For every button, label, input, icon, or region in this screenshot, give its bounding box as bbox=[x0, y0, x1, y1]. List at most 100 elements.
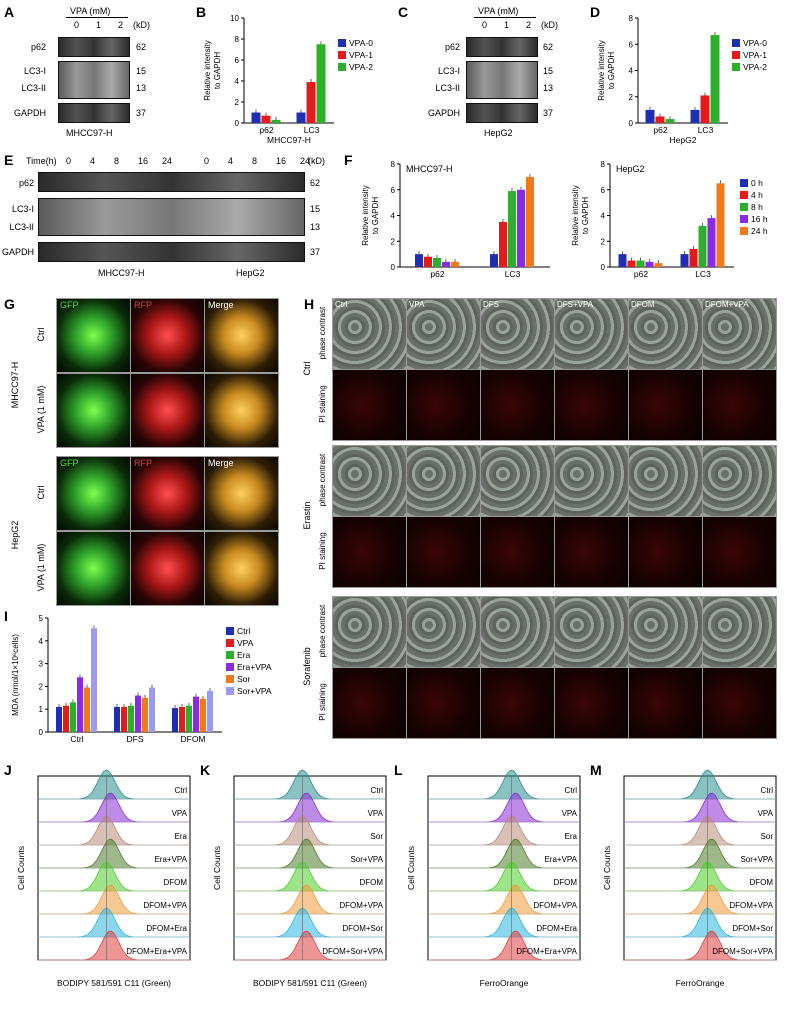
blot-band-lc3 bbox=[38, 198, 305, 236]
track-label: VPA bbox=[368, 809, 384, 818]
track-label: DFOM+VPA bbox=[729, 901, 773, 910]
lane-label: 1 bbox=[504, 20, 510, 30]
track-label: Sor+VPA bbox=[350, 855, 383, 864]
bar bbox=[698, 225, 707, 267]
y-tick-label: 4 bbox=[39, 637, 44, 646]
legend-label: Era+VPA bbox=[237, 662, 272, 672]
lane-label: 0 bbox=[74, 20, 80, 30]
chart-d: 0 2 4 6 8 Relative intensityto GAPDH p62 LC3Hep… bbox=[597, 14, 767, 145]
phase-contrast-image bbox=[628, 298, 703, 370]
pi-staining-image bbox=[332, 667, 407, 739]
bar bbox=[84, 687, 90, 732]
panel-letter-e: E bbox=[4, 152, 14, 168]
track-label: Ctrl bbox=[565, 786, 578, 795]
y-tick-label: 4 bbox=[235, 77, 240, 86]
y-tick-label: 4 bbox=[601, 212, 606, 221]
row-label: PI staining bbox=[318, 683, 327, 721]
track-label: Ctrl bbox=[761, 786, 774, 795]
y-axis-label: Cell Counts bbox=[406, 846, 416, 890]
histogram-stack: Ctrl VPA Sor Sor+VPA DFOM DFOM+VPA DFOM+Sor DFO… bbox=[212, 769, 387, 988]
micrograph bbox=[56, 373, 131, 448]
lane-label: 8 bbox=[252, 156, 258, 166]
pi-staining-image bbox=[480, 369, 555, 441]
group-label: HepG2 bbox=[10, 520, 20, 550]
lane-label: 0 bbox=[66, 156, 72, 166]
bar bbox=[707, 218, 716, 267]
bar bbox=[508, 191, 516, 267]
panel-letter-c: C bbox=[398, 4, 409, 20]
pi-staining-image bbox=[628, 516, 703, 588]
legend-label: VPA-2 bbox=[743, 62, 767, 72]
blot-row-label: LC3-II bbox=[435, 83, 460, 93]
group-label: Sorafenib bbox=[302, 647, 312, 686]
micrograph bbox=[130, 298, 205, 373]
bar bbox=[526, 176, 534, 267]
bar bbox=[655, 116, 665, 123]
chart-title: MHCC97-H bbox=[406, 164, 453, 174]
y-tick-label: 10 bbox=[230, 14, 239, 23]
blot-band-p62 bbox=[466, 37, 538, 57]
track-label: DFOM+VPA bbox=[143, 901, 187, 910]
track-label: VPA bbox=[562, 809, 578, 818]
legend-label: VPA-0 bbox=[349, 38, 373, 48]
panel-letter-k: K bbox=[200, 762, 211, 778]
pi-staining-image bbox=[554, 667, 629, 739]
channel-label: RFP bbox=[134, 300, 152, 310]
x-tick-label: Ctrl bbox=[70, 734, 83, 744]
legend-swatch bbox=[740, 227, 748, 235]
x-tick-label: LC3 bbox=[695, 269, 711, 279]
blot-kd: 13 bbox=[310, 222, 321, 232]
legend-swatch bbox=[338, 63, 346, 71]
lane-label: 8 bbox=[114, 156, 120, 166]
lane-bar bbox=[474, 17, 536, 18]
phase-contrast-image bbox=[406, 596, 481, 668]
blot-kd: 62 bbox=[310, 178, 321, 188]
chart-i: 0 1 2 3 4 5 MDA (nmol/1×10⁶cells) Ctrl DFS DFOM Ct… bbox=[11, 614, 272, 744]
pi-staining-image bbox=[480, 516, 555, 588]
panel-letter-b: B bbox=[196, 4, 207, 20]
bar bbox=[179, 706, 185, 732]
bar bbox=[261, 115, 271, 123]
bar bbox=[636, 260, 645, 267]
lane-label: 4 bbox=[90, 156, 96, 166]
chart-b: 0 2 4 6 8 10 Relative intensityto GAPDH p62 LC3M… bbox=[203, 14, 373, 145]
bar bbox=[56, 706, 62, 732]
row-label: VPA (1 mM) bbox=[36, 543, 46, 592]
phase-contrast-image bbox=[554, 596, 629, 668]
histogram-stack: Ctrl VPA Sor Sor+VPA DFOM DFOM+VPA DFOM+Sor DFO… bbox=[602, 769, 777, 988]
bar bbox=[200, 698, 206, 732]
y-axis-label: Relative intensityto GAPDH bbox=[571, 185, 590, 245]
track-label: DFOM+Era bbox=[146, 924, 187, 933]
legend-swatch bbox=[226, 687, 234, 695]
y-axis-label: Cell Counts bbox=[212, 846, 222, 890]
x-tick-label: LC3 bbox=[304, 125, 320, 135]
blot-row-label: LC3-I bbox=[11, 204, 34, 214]
y-tick-label: 6 bbox=[391, 186, 396, 195]
histogram-trace bbox=[234, 792, 386, 823]
blot-band-gapdh bbox=[58, 103, 130, 123]
lane-label: 4 bbox=[228, 156, 234, 166]
blot-kd: 15 bbox=[310, 204, 321, 214]
micrograph bbox=[204, 373, 279, 448]
legend-label: VPA-2 bbox=[349, 62, 373, 72]
blot-a-header: VPA (mM) bbox=[70, 6, 111, 16]
pi-staining-image bbox=[628, 667, 703, 739]
x-axis-label: BODIPY 581/591 C11 (Green) bbox=[253, 978, 367, 988]
blot-caption: HepG2 bbox=[484, 128, 513, 138]
x-tick-label: LC3 bbox=[505, 269, 521, 279]
bar bbox=[70, 702, 76, 732]
blot-row-label: LC3-II bbox=[9, 222, 34, 232]
track-label: Era bbox=[565, 832, 578, 841]
lane-label: 24 bbox=[162, 156, 173, 166]
lane-label: 16 bbox=[276, 156, 287, 166]
lane-label: 16 bbox=[138, 156, 149, 166]
phase-contrast-image bbox=[406, 445, 481, 517]
blot-row-label: GAPDH bbox=[1, 247, 34, 257]
pi-staining-image bbox=[702, 667, 777, 739]
y-tick-label: 8 bbox=[391, 160, 396, 169]
y-tick-label: 4 bbox=[391, 212, 396, 221]
blot-caption: MHCC97-H bbox=[98, 268, 145, 278]
row-label: PI staining bbox=[318, 385, 327, 423]
y-tick-label: 6 bbox=[601, 186, 606, 195]
channel-label: GFP bbox=[60, 458, 79, 468]
